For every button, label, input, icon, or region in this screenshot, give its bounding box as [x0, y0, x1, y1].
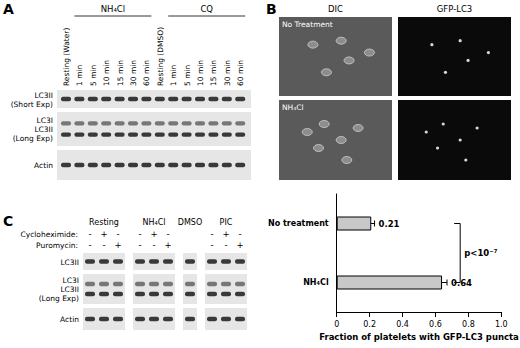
svg-text:0.21: 0.21: [379, 219, 400, 229]
svg-text:Puromycin:: Puromycin:: [36, 241, 78, 250]
svg-text:5 min: 5 min: [183, 64, 192, 86]
svg-text:LC3II: LC3II: [34, 91, 53, 100]
svg-text:5 min: 5 min: [89, 64, 98, 86]
svg-text:-: -: [210, 240, 213, 250]
svg-text:60 min: 60 min: [142, 60, 151, 86]
svg-text:0.2: 0.2: [363, 320, 376, 329]
svg-text:B: B: [266, 1, 277, 17]
svg-text:-: -: [224, 240, 227, 250]
svg-text:Cycloheximide:: Cycloheximide:: [20, 230, 78, 239]
svg-text:0.6: 0.6: [429, 320, 442, 329]
svg-text:Fraction of platelets with GFP: Fraction of platelets with GFP-LC3 punct…: [319, 332, 519, 342]
svg-text:30 min: 30 min: [223, 60, 232, 86]
svg-text:-: -: [210, 229, 213, 239]
svg-text:10 min: 10 min: [102, 60, 111, 86]
svg-text:+: +: [164, 240, 171, 250]
svg-text:Resting: Resting: [89, 218, 119, 227]
svg-text:60 min: 60 min: [236, 60, 245, 86]
svg-text:0.8: 0.8: [462, 320, 475, 329]
svg-text:LC3II: LC3II: [60, 285, 79, 294]
svg-text:0: 0: [334, 320, 339, 329]
svg-text:DIC: DIC: [328, 4, 343, 14]
svg-text:10 min: 10 min: [196, 60, 205, 86]
svg-text:-: -: [102, 240, 105, 250]
svg-text:-: -: [88, 229, 91, 239]
svg-text:+: +: [236, 240, 243, 250]
svg-text:Actin: Actin: [60, 315, 79, 324]
svg-text:-: -: [152, 240, 155, 250]
svg-text:+: +: [150, 229, 157, 239]
svg-text:15 min: 15 min: [209, 60, 218, 86]
svg-text:No treatment: No treatment: [268, 219, 329, 228]
svg-text:-: -: [88, 240, 91, 250]
svg-text:1 min: 1 min: [169, 64, 178, 86]
svg-text:DMSO: DMSO: [178, 218, 202, 227]
svg-text:0.64: 0.64: [451, 278, 472, 288]
svg-text:(Long Exp): (Long Exp): [13, 134, 53, 143]
svg-text:+: +: [100, 229, 107, 239]
svg-text:p<10⁻⁷: p<10⁻⁷: [464, 248, 498, 258]
svg-text:CQ: CQ: [200, 4, 213, 14]
svg-text:+: +: [222, 229, 229, 239]
svg-text:(Long Exp): (Long Exp): [39, 294, 79, 303]
svg-text:C: C: [3, 213, 13, 229]
svg-text:LC3I: LC3I: [63, 276, 79, 285]
svg-text:NH₄Cl: NH₄Cl: [282, 103, 304, 112]
svg-text:GFP-LC3: GFP-LC3: [437, 4, 473, 14]
svg-text:No Treatment: No Treatment: [282, 20, 333, 29]
svg-text:PIC: PIC: [220, 218, 233, 227]
svg-text:-: -: [138, 229, 141, 239]
svg-text:30 min: 30 min: [129, 60, 138, 86]
svg-text:Actin: Actin: [34, 161, 53, 170]
svg-text:LC3II: LC3II: [60, 258, 79, 267]
svg-text:LC3II: LC3II: [34, 125, 53, 134]
svg-text:LC3I: LC3I: [37, 116, 53, 125]
svg-text:-: -: [238, 229, 241, 239]
svg-text:+: +: [114, 240, 121, 250]
svg-text:0.4: 0.4: [396, 320, 409, 329]
svg-text:Resting (Water): Resting (Water): [62, 28, 71, 86]
svg-text:1 min: 1 min: [75, 64, 84, 86]
svg-text:-: -: [166, 229, 169, 239]
svg-text:15 min: 15 min: [116, 60, 125, 86]
svg-text:NH₄Cl: NH₄Cl: [303, 278, 329, 287]
svg-text:-: -: [138, 240, 141, 250]
svg-text:NH₄Cl: NH₄Cl: [142, 218, 165, 227]
svg-text:1.0: 1.0: [495, 320, 508, 329]
svg-text:Resting (DMSO): Resting (DMSO): [156, 27, 165, 86]
svg-text:NH₄Cl: NH₄Cl: [101, 4, 125, 14]
svg-text:(Short Exp): (Short Exp): [11, 100, 53, 109]
svg-text:-: -: [116, 229, 119, 239]
svg-text:A: A: [3, 1, 14, 17]
